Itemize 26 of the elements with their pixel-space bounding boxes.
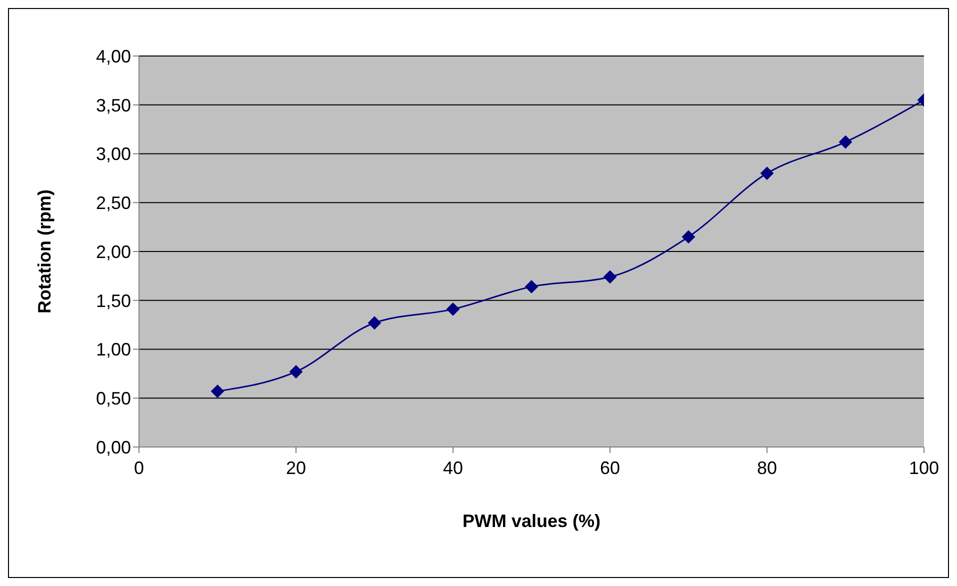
y-tick-label: 0,50 [96,388,131,409]
y-tick-label: 1,00 [96,340,131,360]
point [368,316,381,330]
point [604,270,616,284]
x-tick-label: 0 [134,458,144,478]
y-tick-label: 2,00 [96,242,131,262]
x-axis-title: PWM values (%) [462,511,601,531]
x-tick-label: 20 [286,458,306,478]
point [760,166,774,180]
y-tick-label: 3,50 [96,95,131,116]
y-tick-label: 0,00 [96,437,131,458]
y-tick-label: 4,00 [96,46,131,66]
point [211,384,224,398]
y-axis-title: Rotation (rpm) [34,190,54,314]
y-tick-label: 1,50 [96,290,131,311]
y-tick-label: 3,00 [96,144,131,164]
point [525,280,538,294]
x-tick-label: 40 [442,458,464,478]
x-tick-label: 80 [756,458,778,478]
point [290,365,302,378]
point [839,136,852,149]
y-tick-label: 2,50 [96,193,131,214]
x-tick-label: 60 [600,458,620,478]
x-tick-label: 100 [908,458,940,478]
point [446,302,460,316]
point [682,230,695,244]
